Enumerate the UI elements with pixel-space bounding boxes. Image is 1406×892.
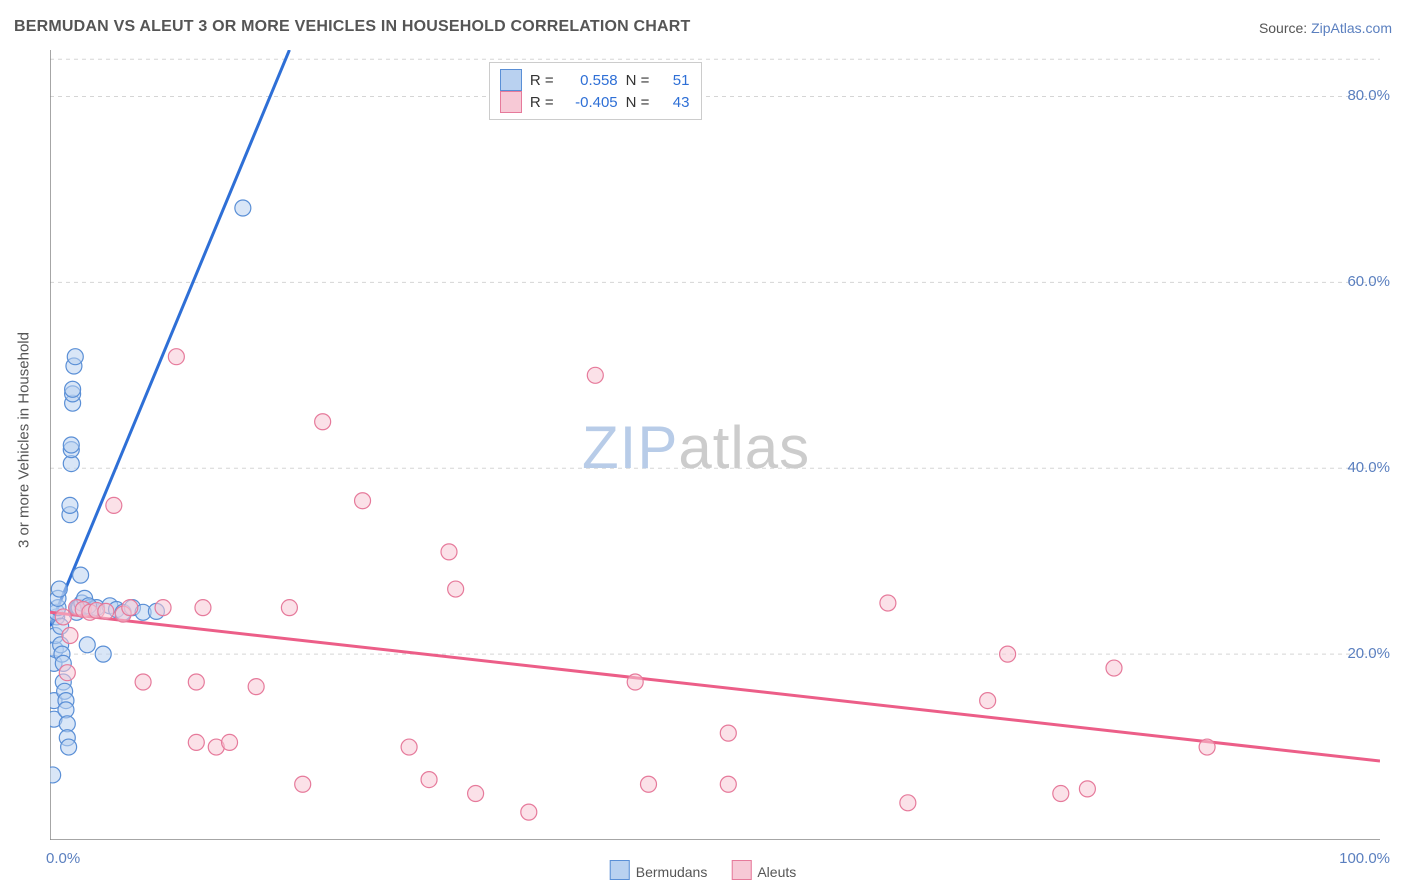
y-tick-label: 80.0% [1347,87,1390,104]
legend-swatch-aleuts [731,860,751,880]
stat-swatch-bermudans [500,69,522,91]
y-tick-label: 60.0% [1347,273,1390,290]
scatter-plot [50,50,1380,840]
stat-N-value-aleuts: 43 [657,92,689,113]
stat-N-value-bermudans: 51 [657,70,689,91]
plot-area: R = 0.558 N = 51R =-0.405 N = 43 ZIPatla… [50,50,1380,840]
chart-title: BERMUDAN VS ALEUT 3 OR MORE VEHICLES IN … [14,18,691,35]
stat-R-value-aleuts: -0.405 [562,92,618,113]
stat-R-label: R = [530,92,554,113]
source-label: Source: ZipAtlas.com [1259,20,1392,36]
series-legend: Bermudans Aleuts [610,860,797,880]
stat-R-value-bermudans: 0.558 [562,70,618,91]
stat-N-label: N = [626,92,650,113]
y-tick-label: 20.0% [1347,645,1390,662]
legend-swatch-bermudans [610,860,630,880]
stat-row-aleuts: R = -0.405 N = 43 [500,91,690,113]
x-tick-label: 100.0% [1339,850,1390,867]
legend-label-aleuts: Aleuts [757,864,796,880]
source-prefix: Source: [1259,20,1307,36]
legend-item-bermudans: Bermudans [610,860,708,880]
source-link[interactable]: ZipAtlas.com [1311,20,1392,36]
y-axis-label: 3 or more Vehicles in Household [16,332,33,548]
stat-N-label: N = [626,70,650,91]
y-tick-label: 40.0% [1347,459,1390,476]
stat-R-label: R = [530,70,554,91]
legend-label-bermudans: Bermudans [636,864,708,880]
legend-item-aleuts: Aleuts [731,860,796,880]
stat-row-bermudans: R = 0.558 N = 51 [500,69,690,91]
stat-swatch-aleuts [500,91,522,113]
correlation-stat-box: R = 0.558 N = 51R =-0.405 N = 43 [489,62,703,120]
x-tick-label: 0.0% [46,850,80,867]
